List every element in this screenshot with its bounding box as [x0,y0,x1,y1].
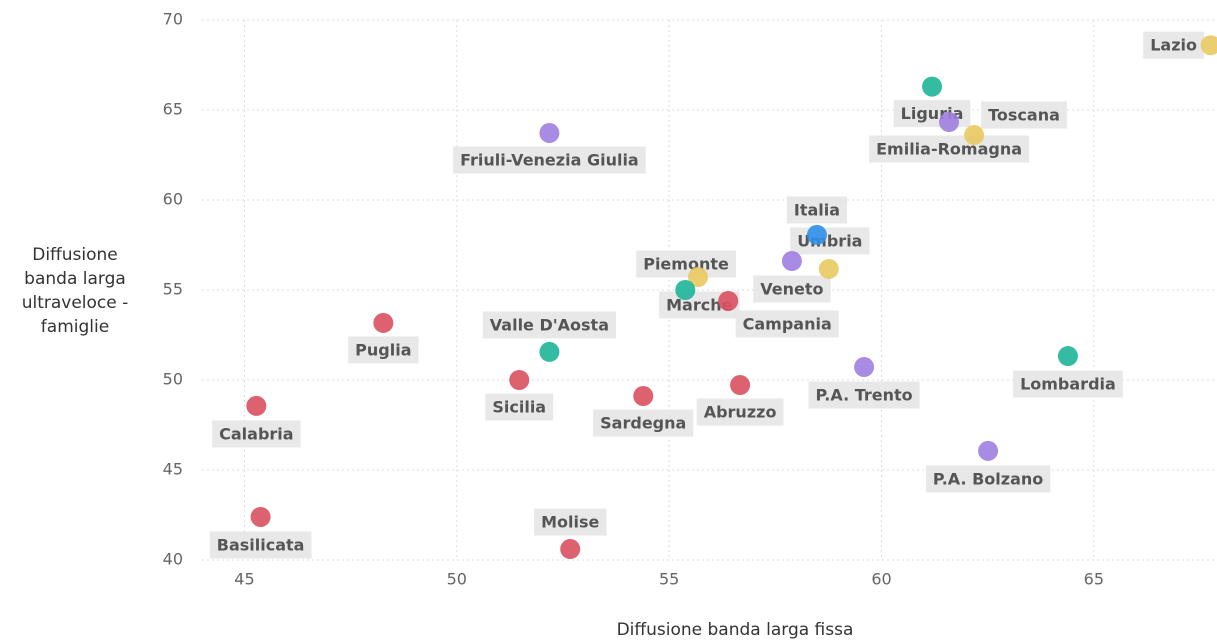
data-label: P.A. Trento [808,381,920,409]
y-tick-label: 70 [163,10,183,29]
label-bg [485,393,554,421]
point [964,125,985,146]
point [818,258,839,279]
data-label: Basilicata [209,531,312,559]
point [730,375,751,396]
point [939,112,960,133]
label-bg [981,101,1067,129]
data-label: Umbria [790,227,870,255]
label-bg [636,250,736,278]
point [781,251,802,272]
label-bg [869,135,1030,163]
point [633,386,654,407]
point [854,357,875,378]
data-label: Toscana [981,101,1067,129]
point [675,280,696,300]
y-tick-label: 55 [163,280,183,299]
x-tick-label: 60 [871,570,891,589]
label-bg [209,531,312,559]
data-label: Campania [735,310,839,338]
point [560,539,581,560]
point [1200,35,1217,56]
x-axis-title: Diffusione banda larga fissa [617,620,854,639]
label-bg [808,381,920,409]
label-text: Molise [541,513,599,532]
point [509,370,530,390]
data-label: Sardegna [593,409,694,437]
data-label: Valle D'Aosta [482,311,617,339]
label-text: Basilicata [217,535,305,554]
label-text: Emilia-Romagna [876,140,1022,159]
label-text: Italia [794,200,840,219]
label-bg [482,311,617,339]
point [373,312,394,333]
y-tick-label: 65 [163,100,183,119]
point [1057,346,1078,367]
x-tick-label: 45 [234,570,254,589]
point [978,440,999,461]
label-bg [1143,31,1205,59]
label-text: Lazio [1150,36,1197,55]
label-text: Valle D'Aosta [490,315,609,334]
label-bg [212,420,301,448]
label-bg [1013,370,1123,398]
point [246,395,267,416]
y-tick-label: 60 [163,190,183,209]
label-bg [753,275,831,303]
label-text: Sicilia [492,398,546,417]
label-text: Friuli-Venezia Giulia [460,151,639,170]
label-bg [925,465,1051,493]
data-label: Lombardia [1013,370,1123,398]
label-bg [348,336,419,364]
x-tick-label: 55 [659,570,679,589]
x-tick-label: 65 [1084,570,1104,589]
data-label: Puglia [348,336,419,364]
label-bg [790,227,870,255]
label-bg [453,146,646,174]
label-text: Piemonte [643,255,729,274]
point [688,267,709,288]
label-bg [696,398,784,426]
label-text: Veneto [760,280,823,299]
point [250,506,271,527]
data-label: Friuli-Venezia Giulia [453,146,646,174]
data-label: Piemonte [636,250,736,278]
label-text: Abruzzo [704,403,777,422]
data-label: P.A. Bolzano [925,465,1051,493]
label-bg [786,196,848,224]
point [718,290,739,311]
y-tick-label: 50 [163,370,183,389]
label-text: Sardegna [600,414,686,433]
data-label: Sicilia [485,393,554,421]
data-label: Emilia-Romagna [869,135,1030,163]
data-label: Lazio [1143,31,1205,59]
label-text: Marche [666,296,732,315]
label-text: P.A. Trento [816,386,913,405]
data-label: Molise [534,508,607,536]
data-label: Veneto [753,275,831,303]
point [539,123,560,144]
label-bg [593,409,694,437]
y-tick-label: 40 [163,550,183,569]
label-bg [534,508,607,536]
label-text: Puglia [355,340,411,359]
data-label: Calabria [212,420,301,448]
label-text: P.A. Bolzano [933,469,1043,488]
y-axis-title: Diffusione banda larga ultraveloce - fam… [21,245,129,337]
label-text: Campania [743,314,832,333]
point [806,224,827,245]
data-label: Italia [786,196,848,224]
y-tick-label: 45 [163,460,183,479]
point [922,76,943,97]
label-text: Calabria [219,424,293,443]
data-label: Abruzzo [696,398,784,426]
point [539,341,560,362]
x-tick-label: 50 [447,570,467,589]
label-text: Toscana [988,106,1060,125]
label-text: Lombardia [1020,375,1116,394]
label-bg [735,310,839,338]
